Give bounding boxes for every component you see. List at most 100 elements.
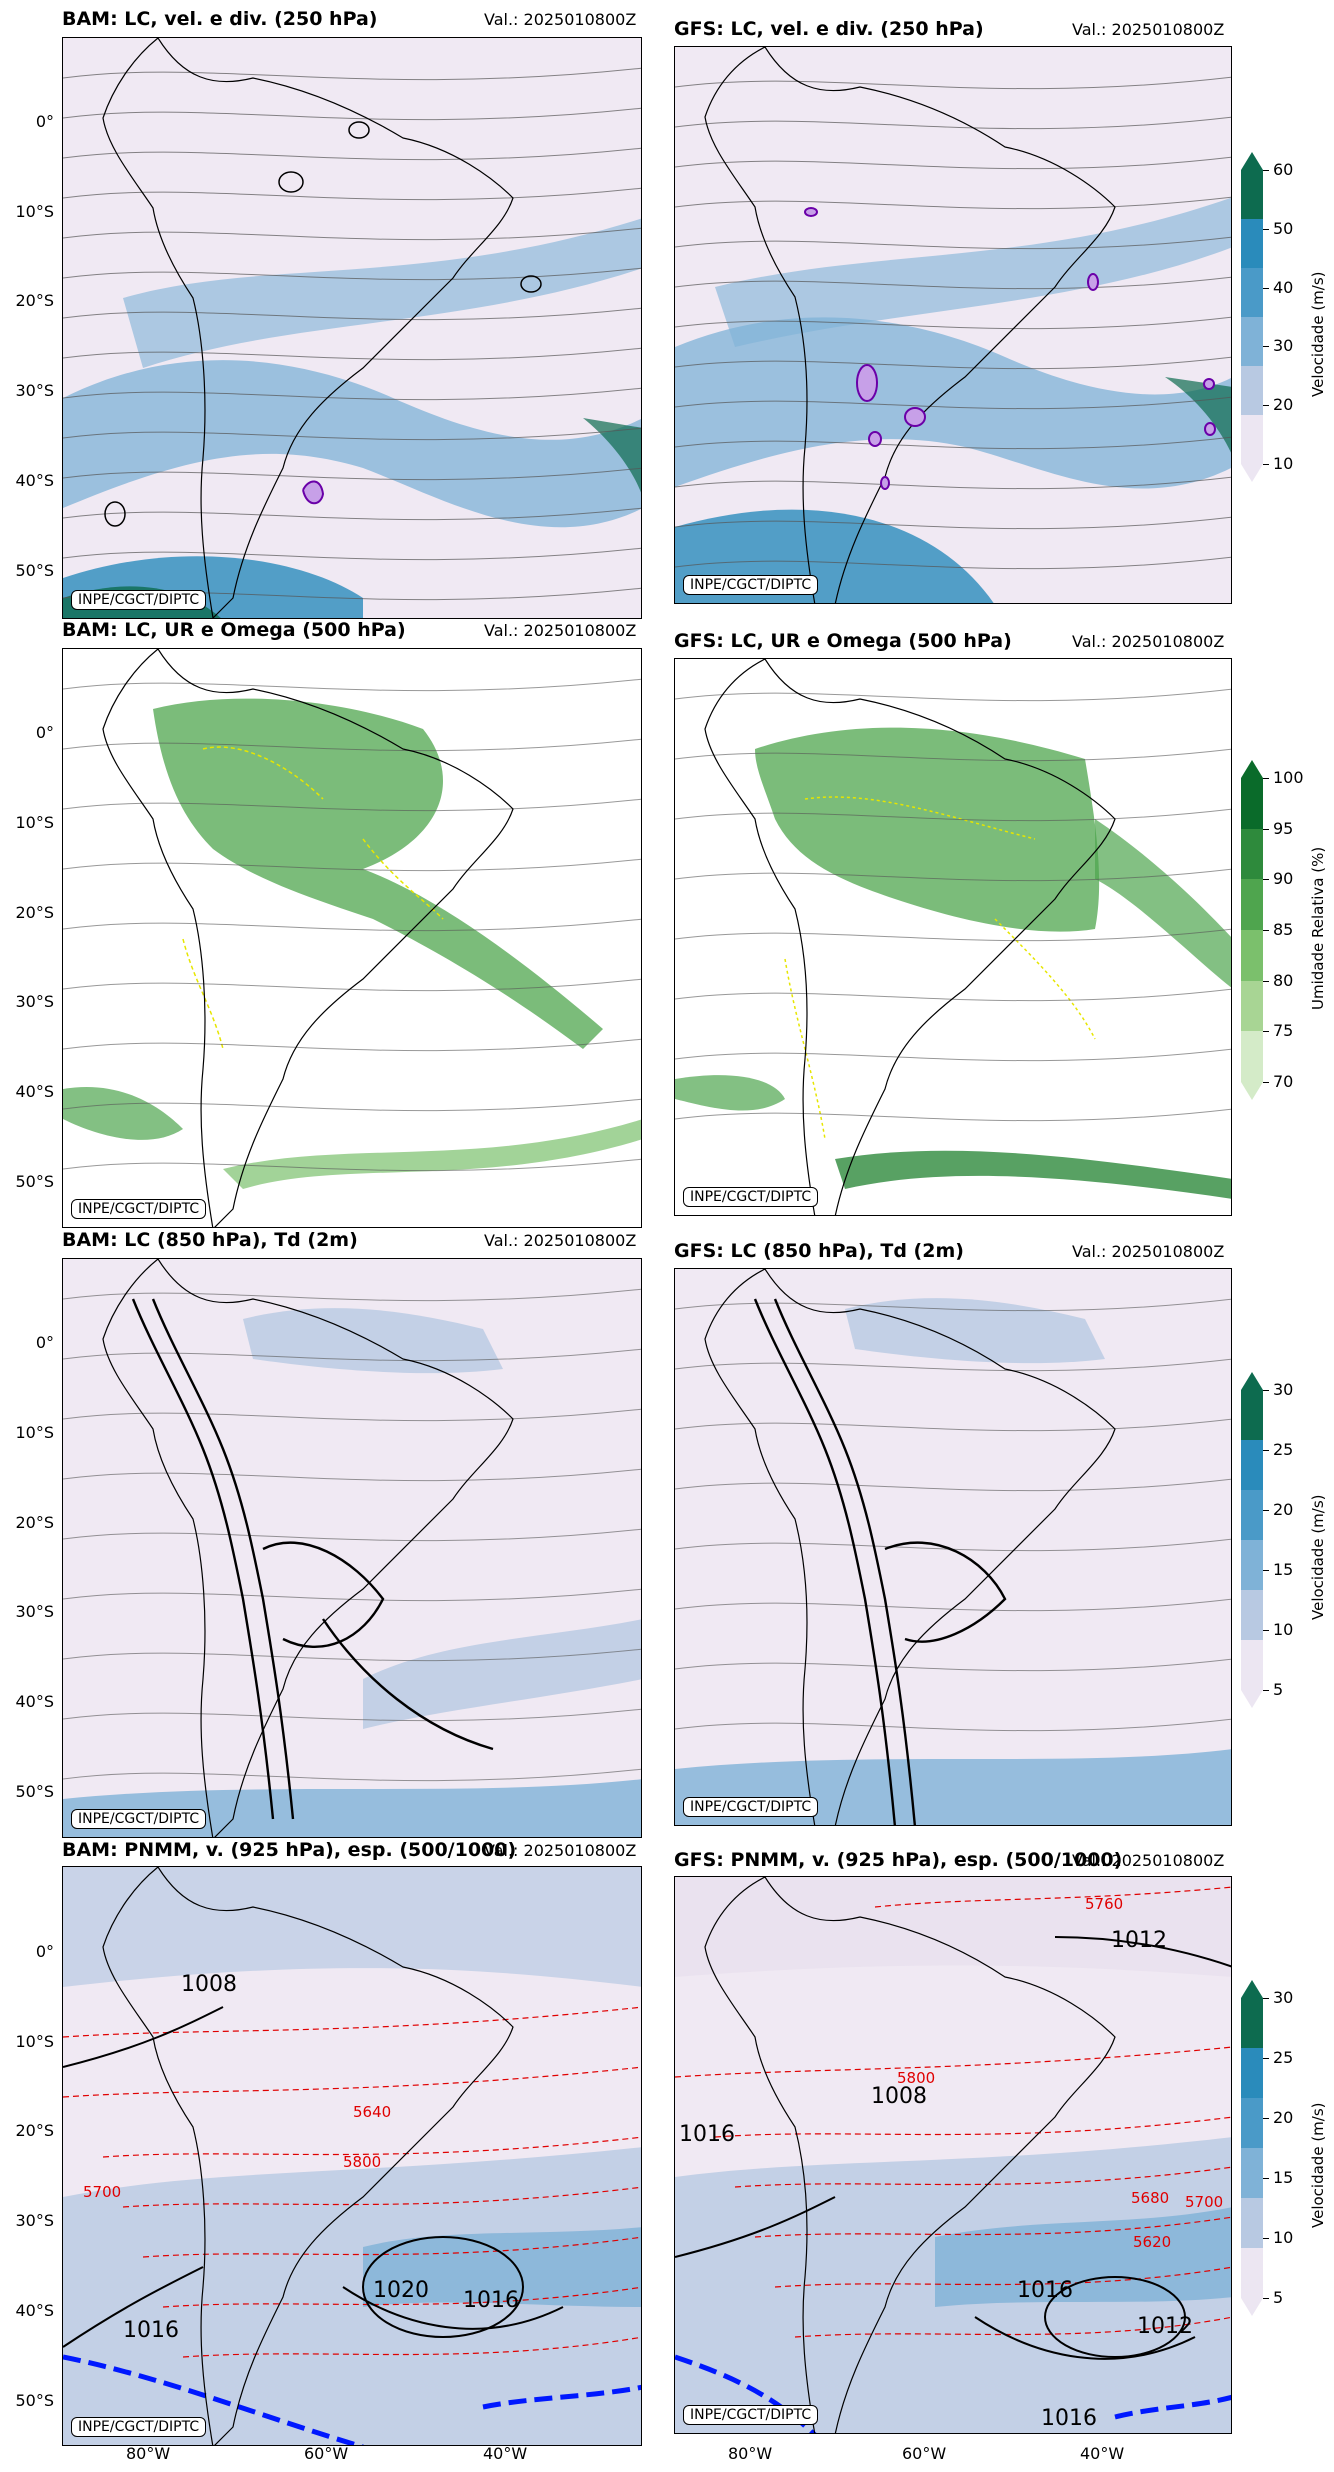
colorbar-segment bbox=[1241, 2148, 1263, 2198]
map-gfs-pnmm-layers: 5760 1012 5800 1008 1016 5700 5680 5620 … bbox=[675, 1877, 1231, 2433]
contour-label: 1016 bbox=[1041, 2406, 1097, 2431]
colorbar-segment bbox=[1241, 1031, 1263, 1082]
colorbar-segment bbox=[1241, 2248, 1263, 2298]
colorbar-tick-label: 15 bbox=[1273, 1560, 1294, 1579]
colorbar-tick-mark bbox=[1263, 1690, 1269, 1691]
lat-label: 10°S bbox=[15, 813, 54, 832]
colorbar-segment bbox=[1241, 317, 1263, 366]
colorbar-tick-label: 100 bbox=[1273, 768, 1304, 787]
colorbar-label: Velocidade (m/s) bbox=[1309, 1494, 1327, 1620]
contour-label: 5760 bbox=[1085, 1895, 1123, 1913]
colorbar-segment bbox=[1241, 1590, 1263, 1640]
contour-label: 1016 bbox=[679, 2122, 735, 2147]
credit-badge: INPE/CGCT/DIPTC bbox=[71, 1199, 207, 1219]
colorbar-tick-mark bbox=[1263, 2178, 1269, 2179]
map-gfs-250: INPE/CGCT/DIPTC bbox=[674, 46, 1232, 604]
colorbar-tick-mark bbox=[1263, 1082, 1269, 1083]
map-bam-500: INPE/CGCT/DIPTC bbox=[62, 648, 642, 1228]
colorbar-wind-925: 30 25 20 15 10 5 Velocidade (m/s) bbox=[1241, 1980, 1327, 2316]
colorbar-tick-mark bbox=[1263, 778, 1269, 779]
colorbar-wind-850: 30 25 20 15 10 5 Velocidade (m/s) bbox=[1241, 1372, 1327, 1708]
colorbar-tick-label: 10 bbox=[1273, 454, 1294, 473]
colorbar-segment bbox=[1241, 1440, 1263, 1490]
colorbar-wind-250: 60 50 40 30 20 10 Velocidade (m/s) bbox=[1241, 152, 1327, 482]
panel-valid-bam-pnmm: Val.: 2025010800Z bbox=[484, 1841, 637, 1860]
colorbar-tick-mark bbox=[1263, 1031, 1269, 1033]
lon-label: 60°W bbox=[902, 2444, 947, 2463]
contour-label: 1008 bbox=[181, 1972, 237, 1997]
credit-badge: INPE/CGCT/DIPTC bbox=[71, 2417, 207, 2437]
lat-label: 0° bbox=[35, 1942, 54, 1961]
lat-label: 40°S bbox=[15, 471, 54, 490]
lat-label: 10°S bbox=[15, 2032, 54, 2051]
contour-label: 1016 bbox=[123, 2318, 179, 2343]
colorbar-segment bbox=[1241, 170, 1263, 219]
map-bam-850-layers bbox=[63, 1259, 641, 1837]
lat-label: 20°S bbox=[15, 1513, 54, 1532]
lat-label: 40°S bbox=[15, 1082, 54, 1101]
colorbar-extend-bottom bbox=[1241, 464, 1263, 482]
colorbar-segment bbox=[1241, 2198, 1263, 2248]
colorbar-tick-mark bbox=[1263, 287, 1269, 289]
lat-label: 40°S bbox=[15, 2301, 54, 2320]
colorbar-tick-label: 95 bbox=[1273, 818, 1294, 838]
colorbar-humidity-500: 100 95 90 85 80 75 70 Umidade Relativa (%) bbox=[1241, 760, 1327, 1100]
colorbar-tick-mark bbox=[1263, 930, 1269, 931]
lat-label: 40°S bbox=[15, 1692, 54, 1711]
colorbar-tick-label: 30 bbox=[1273, 1988, 1294, 2007]
colorbar-tick-mark bbox=[1263, 405, 1269, 407]
colorbar-tick-label: 5 bbox=[1273, 2288, 1284, 2307]
map-bam-250-layers bbox=[63, 38, 641, 618]
lon-label: 40°W bbox=[1080, 2444, 1125, 2463]
contour-label: 5700 bbox=[1185, 2193, 1223, 2211]
colorbar-tick-mark bbox=[1263, 1450, 1269, 1451]
colorbar-tick-label: 5 bbox=[1273, 1680, 1284, 1699]
colorbar-tick-label: 80 bbox=[1273, 970, 1294, 990]
lat-label: 30°S bbox=[15, 2211, 54, 2230]
colorbar-tick-mark bbox=[1263, 464, 1269, 465]
map-bam-pnmm-layers: 1008 1016 1020 1016 5700 5800 5640 bbox=[63, 1867, 641, 2445]
colorbar-tick-label: 30 bbox=[1273, 336, 1294, 356]
colorbar-tick-mark bbox=[1263, 228, 1269, 230]
colorbar-extend-top bbox=[1241, 152, 1263, 170]
colorbar-tick-mark bbox=[1263, 2238, 1269, 2239]
colorbar-segment bbox=[1241, 1490, 1263, 1540]
panel-valid-bam-500: Val.: 2025010800Z bbox=[484, 621, 637, 640]
map-bam-500-layers bbox=[63, 649, 641, 1227]
colorbar-segment bbox=[1241, 930, 1263, 981]
contour-label: 5700 bbox=[83, 2183, 121, 2201]
credit-badge: INPE/CGCT/DIPTC bbox=[71, 1809, 207, 1829]
contour-label: 1016 bbox=[1017, 2278, 1073, 2303]
panel-title-bam-250: BAM: LC, vel. e div. (250 hPa) bbox=[62, 8, 378, 30]
credit-badge: INPE/CGCT/DIPTC bbox=[683, 2405, 819, 2425]
colorbar-segment bbox=[1241, 778, 1263, 829]
contour-label: 5800 bbox=[343, 2153, 381, 2171]
contour-label: 1020 bbox=[373, 2278, 429, 2303]
colorbar-segment bbox=[1241, 828, 1263, 880]
colorbar-tick-mark bbox=[1263, 2058, 1269, 2059]
lat-label: 0° bbox=[35, 112, 54, 131]
colorbar-tick-label: 40 bbox=[1273, 277, 1294, 297]
colorbar-extend-bottom bbox=[1241, 1082, 1263, 1100]
colorbar-label: Umidade Relativa (%) bbox=[1309, 846, 1327, 1010]
colorbar-segment bbox=[1241, 219, 1263, 268]
panel-title-bam-500: BAM: LC, UR e Omega (500 hPa) bbox=[62, 619, 406, 641]
lon-label: 40°W bbox=[483, 2444, 528, 2463]
colorbar-tick-mark bbox=[1263, 1630, 1269, 1631]
lon-label: 80°W bbox=[126, 2444, 171, 2463]
lat-label: 50°S bbox=[15, 2391, 54, 2410]
map-bam-250: INPE/CGCT/DIPTC bbox=[62, 37, 642, 619]
map-gfs-850: INPE/CGCT/DIPTC bbox=[674, 1268, 1232, 1826]
colorbar-tick-mark bbox=[1263, 1998, 1269, 1999]
lat-label: 30°S bbox=[15, 992, 54, 1011]
colorbar-tick-label: 60 bbox=[1273, 160, 1294, 179]
colorbar-tick-label: 10 bbox=[1273, 1620, 1294, 1639]
colorbar-segment bbox=[1241, 1640, 1263, 1690]
colorbar-segment bbox=[1241, 2098, 1263, 2148]
colorbar-segment bbox=[1241, 415, 1263, 464]
colorbar-extend-bottom bbox=[1241, 2298, 1263, 2316]
colorbar-segment bbox=[1241, 1390, 1263, 1440]
lat-label: 10°S bbox=[15, 202, 54, 221]
panel-valid-bam-250: Val.: 2025010800Z bbox=[484, 10, 637, 29]
colorbar-tick-mark bbox=[1263, 1390, 1269, 1391]
